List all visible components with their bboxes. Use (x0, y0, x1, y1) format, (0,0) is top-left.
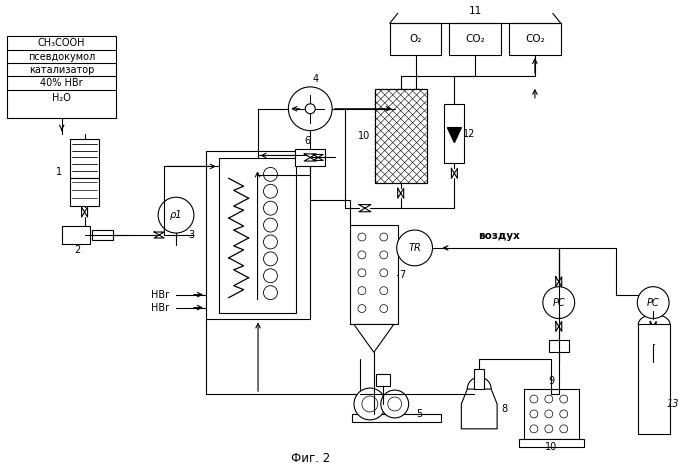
Bar (445, 104, 464, 164)
Circle shape (380, 251, 388, 259)
Text: 10: 10 (545, 442, 557, 452)
Circle shape (560, 395, 568, 403)
Text: Фиг. 2: Фиг. 2 (291, 452, 330, 465)
Text: PC: PC (552, 298, 565, 307)
Text: 10: 10 (358, 131, 370, 141)
Circle shape (530, 410, 538, 418)
Bar (70, 178, 99, 206)
Circle shape (380, 233, 388, 241)
Circle shape (264, 201, 278, 215)
Circle shape (264, 184, 278, 198)
Circle shape (637, 287, 669, 319)
Bar (62, 226, 89, 244)
Circle shape (380, 269, 388, 277)
Bar (219, 158, 296, 313)
Text: 40% HBr: 40% HBr (41, 78, 83, 88)
Circle shape (264, 269, 278, 283)
Bar (638, 324, 670, 434)
Text: 11: 11 (468, 6, 482, 16)
Text: 1: 1 (56, 167, 62, 177)
Bar (376, 374, 390, 386)
Circle shape (560, 425, 568, 433)
Text: HBr: HBr (151, 303, 169, 313)
Bar (350, 225, 398, 324)
Text: ρ1: ρ1 (170, 210, 182, 220)
Circle shape (397, 230, 433, 266)
Text: CO₂: CO₂ (525, 34, 545, 44)
Text: CO₂: CO₂ (466, 34, 485, 44)
Circle shape (289, 87, 332, 131)
Text: 13: 13 (667, 399, 679, 409)
Text: PC: PC (647, 298, 660, 307)
Text: 2: 2 (75, 245, 81, 255)
Circle shape (358, 233, 366, 241)
Circle shape (381, 390, 409, 418)
Bar (449, 23, 501, 55)
Circle shape (305, 104, 315, 114)
Circle shape (358, 269, 366, 277)
Polygon shape (461, 389, 497, 429)
Bar (206, 150, 310, 320)
Text: O₂: O₂ (410, 34, 421, 44)
Circle shape (530, 395, 538, 403)
Bar (509, 23, 561, 55)
Bar (643, 340, 663, 352)
Bar (390, 23, 442, 55)
Text: 12: 12 (463, 129, 475, 139)
Bar (524, 389, 579, 439)
Bar (375, 89, 426, 183)
Circle shape (388, 397, 402, 411)
Bar (70, 139, 99, 178)
Circle shape (543, 287, 575, 319)
Bar (519, 439, 584, 447)
Text: 5: 5 (417, 409, 423, 419)
Text: CH₃COOH: CH₃COOH (38, 38, 85, 48)
Circle shape (264, 167, 278, 181)
Text: 7: 7 (400, 270, 406, 280)
Circle shape (158, 197, 194, 233)
Circle shape (545, 395, 553, 403)
Polygon shape (447, 128, 461, 142)
Bar (549, 340, 569, 352)
Text: 9: 9 (548, 376, 554, 386)
Text: 4: 4 (312, 74, 318, 84)
Text: катализатор: катализатор (29, 65, 94, 75)
Circle shape (358, 287, 366, 295)
Circle shape (530, 425, 538, 433)
Circle shape (358, 305, 366, 313)
Circle shape (264, 252, 278, 266)
Circle shape (264, 235, 278, 249)
Circle shape (354, 388, 386, 420)
Bar (375, 89, 426, 183)
Circle shape (380, 287, 388, 295)
Circle shape (264, 218, 278, 232)
Bar (7, 36, 117, 117)
Circle shape (380, 305, 388, 313)
Circle shape (264, 286, 278, 299)
Polygon shape (354, 324, 394, 352)
Text: 6: 6 (304, 135, 310, 146)
Circle shape (545, 425, 553, 433)
Text: воздух: воздух (478, 231, 520, 241)
Bar (92, 230, 113, 240)
Circle shape (545, 410, 553, 418)
Bar (474, 369, 484, 389)
Text: псевдокумол: псевдокумол (28, 52, 95, 62)
Text: TR: TR (408, 243, 421, 253)
Circle shape (362, 396, 378, 412)
Text: H₂O: H₂O (52, 93, 71, 103)
Circle shape (560, 410, 568, 418)
Bar (352, 414, 442, 422)
Text: 8: 8 (501, 404, 507, 414)
Text: HBr: HBr (151, 290, 169, 300)
Circle shape (358, 251, 366, 259)
Text: 3: 3 (188, 230, 194, 240)
Bar (295, 149, 325, 166)
